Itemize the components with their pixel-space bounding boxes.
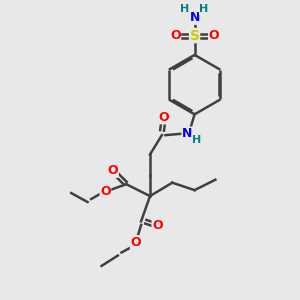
Text: N: N — [189, 11, 200, 24]
Text: O: O — [208, 29, 219, 42]
Text: S: S — [190, 28, 200, 43]
Text: O: O — [152, 219, 163, 232]
Text: H: H — [180, 4, 190, 14]
Text: H: H — [192, 135, 201, 145]
Text: O: O — [158, 111, 169, 124]
Text: O: O — [100, 185, 111, 198]
Text: N: N — [182, 127, 192, 140]
Text: O: O — [107, 164, 118, 177]
Text: O: O — [130, 236, 141, 249]
Text: H: H — [200, 4, 209, 14]
Text: O: O — [170, 29, 181, 42]
